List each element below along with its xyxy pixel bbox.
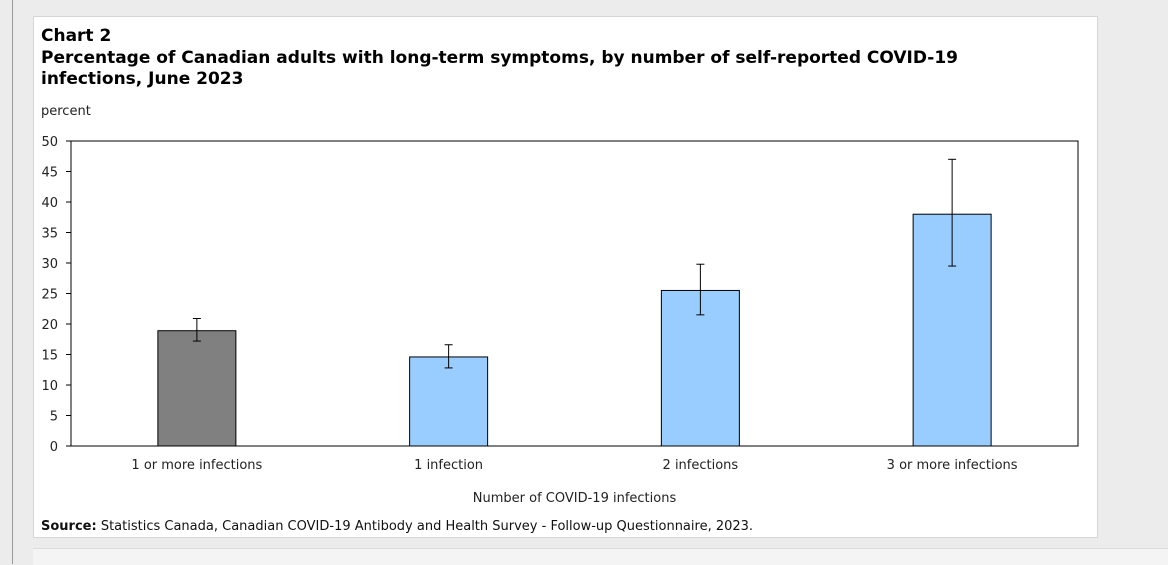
y-tick-label: 5 <box>50 410 58 425</box>
source-label: Source: <box>41 519 97 534</box>
y-tick-label: 25 <box>41 288 58 303</box>
y-tick-label: 35 <box>41 227 58 242</box>
y-axis-unit-label: percent <box>41 104 91 119</box>
y-tick-label: 20 <box>41 318 58 333</box>
bar <box>409 356 489 447</box>
y-tick-label: 30 <box>41 257 58 272</box>
x-category-label: 1 or more infections <box>131 458 262 473</box>
y-tick-label: 0 <box>50 440 58 455</box>
left-divider <box>12 0 13 564</box>
x-category-label: 1 infection <box>414 458 483 473</box>
x-category-label: 3 or more infections <box>887 458 1018 473</box>
bar <box>660 289 740 447</box>
next-panel-edge <box>33 548 1168 565</box>
y-tick-label: 40 <box>41 196 58 211</box>
source-note: Source: Statistics Canada, Canadian COVI… <box>41 519 753 534</box>
chart-number: Chart 2 <box>41 26 112 46</box>
y-tick-label: 15 <box>41 349 58 364</box>
y-tick-label: 45 <box>41 166 58 181</box>
x-axis-title: Number of COVID-19 infections <box>473 491 677 506</box>
chart-title: Percentage of Canadian adults with long-… <box>41 48 959 89</box>
bar <box>157 330 237 447</box>
y-tick-label: 50 <box>41 135 58 150</box>
y-tick-label: 10 <box>41 379 58 394</box>
source-text: Statistics Canada, Canadian COVID-19 Ant… <box>96 519 754 534</box>
x-category-label: 2 infections <box>663 458 739 473</box>
